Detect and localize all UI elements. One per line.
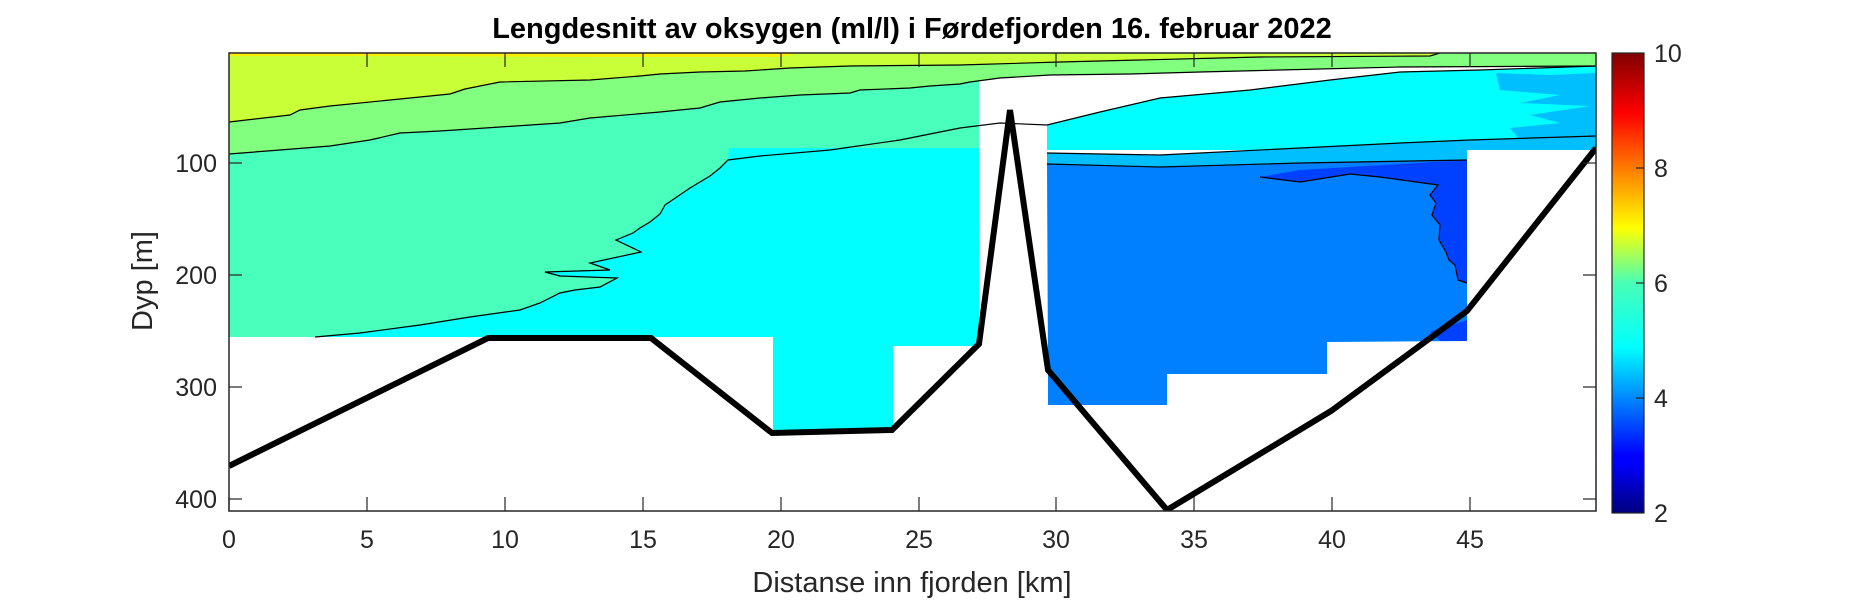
region-deep-outer-step — [893, 337, 979, 346]
x-tick-label: 45 — [1456, 526, 1484, 554]
colorbar-tick-label: 8 — [1654, 155, 1668, 183]
y-axis-label: Dyp [m] — [127, 231, 159, 331]
y-tick-label: 300 — [175, 374, 217, 402]
y-tick-label: 100 — [175, 150, 217, 178]
region-deep-inner-basin — [1047, 160, 1467, 405]
colorbar-tick-label: 6 — [1654, 270, 1668, 298]
x-tick-label: 30 — [1042, 526, 1070, 554]
y-tick-label: 200 — [175, 262, 217, 290]
region-low-oxygen-bottom — [1430, 320, 1467, 341]
x-tick-labels: 0 5 10 15 20 25 30 35 40 45 — [222, 526, 1484, 554]
colorbar-tick-label: 2 — [1654, 500, 1668, 528]
colorbar-tick-label: 4 — [1654, 385, 1668, 413]
y-tick-label: 400 — [175, 486, 217, 514]
contour-field — [229, 53, 1596, 511]
region-deep-outer-basin — [315, 148, 979, 337]
x-tick-label: 5 — [360, 526, 374, 554]
colorbar-tick-label: 10 — [1654, 40, 1682, 68]
x-axis — [228, 53, 1471, 511]
x-axis-label: Distanse inn fjorden [km] — [752, 567, 1071, 599]
bathymetry-line — [229, 109, 1596, 511]
plot-axes-box — [228, 52, 1597, 512]
x-tick-label: 35 — [1180, 526, 1208, 554]
contour-lines — [229, 53, 1596, 338]
region-surface — [229, 53, 1440, 122]
x-tick-label: 20 — [767, 526, 795, 554]
region-inner-upper-light — [1496, 73, 1596, 140]
chart-title: Lengdesnitt av oksygen (ml/l) i Førdefjo… — [492, 13, 1332, 45]
x-tick-label: 0 — [222, 526, 236, 554]
y-tick-labels: 100 200 300 400 — [175, 150, 217, 514]
region-surface-yellow — [229, 53, 800, 57]
x-tick-label: 25 — [905, 526, 933, 554]
region-deep-outer-trough — [773, 337, 893, 433]
region-low-oxygen-core — [1260, 160, 1467, 283]
region-inner-cyan — [1047, 66, 1596, 150]
colorbar: 10 8 6 4 2 — [1611, 40, 1682, 528]
region-below-sill-layer — [1047, 136, 1596, 167]
x-tick-label: 40 — [1318, 526, 1346, 554]
x-tick-label: 10 — [491, 526, 519, 554]
y-axis — [229, 162, 1596, 500]
x-tick-label: 15 — [629, 526, 657, 554]
